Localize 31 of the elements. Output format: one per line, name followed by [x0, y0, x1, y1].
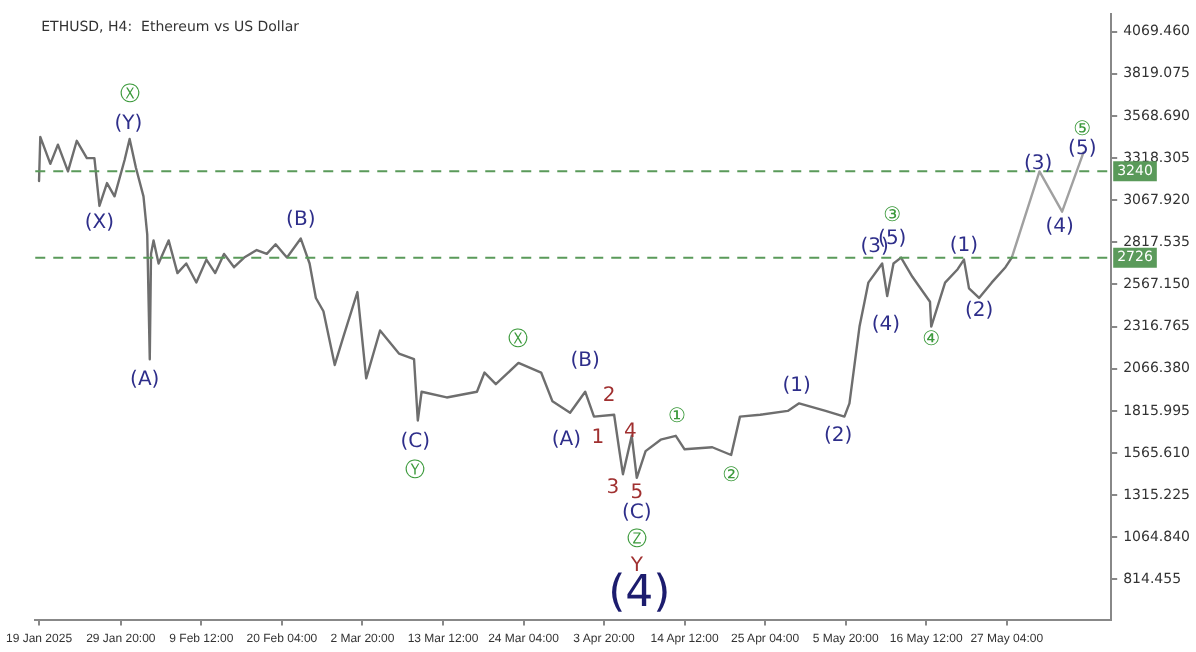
- annotation: (2): [823, 425, 853, 448]
- annotation: ①: [668, 405, 687, 428]
- annotation: ⑤: [1073, 118, 1092, 141]
- annotation: Ⓩ: [626, 526, 647, 551]
- annotation: (2): [964, 300, 994, 323]
- annotation: (3): [1024, 153, 1053, 176]
- annotation: (1): [782, 375, 811, 398]
- annotation: (5): [1068, 137, 1097, 160]
- annotation: (A): [551, 428, 582, 451]
- annotation: (B): [286, 208, 316, 231]
- annotation: ④: [922, 329, 941, 352]
- annotation: 1: [591, 426, 605, 449]
- annotation: (A): [130, 369, 160, 392]
- annotation: ②: [722, 465, 741, 488]
- annotation: Ⓨ: [405, 457, 426, 482]
- annotation: Ⓧ: [508, 327, 529, 352]
- annotation: (C): [621, 501, 652, 524]
- annotation: 4: [624, 421, 637, 444]
- annotation: (B): [570, 350, 601, 373]
- annotation: (4): [871, 313, 901, 336]
- annotation: (X): [84, 212, 115, 235]
- annotation: Ⓧ: [119, 82, 140, 107]
- annotation: 2: [602, 384, 616, 407]
- annotation: (1): [949, 235, 979, 258]
- annotation: 5: [630, 482, 644, 505]
- annotation: 3: [606, 476, 620, 499]
- annotation: (Y): [114, 112, 143, 135]
- annotation: (4): [608, 568, 671, 619]
- annotation: (C): [400, 430, 431, 453]
- annotation: (4): [1045, 216, 1074, 239]
- annotation: ③: [883, 204, 902, 227]
